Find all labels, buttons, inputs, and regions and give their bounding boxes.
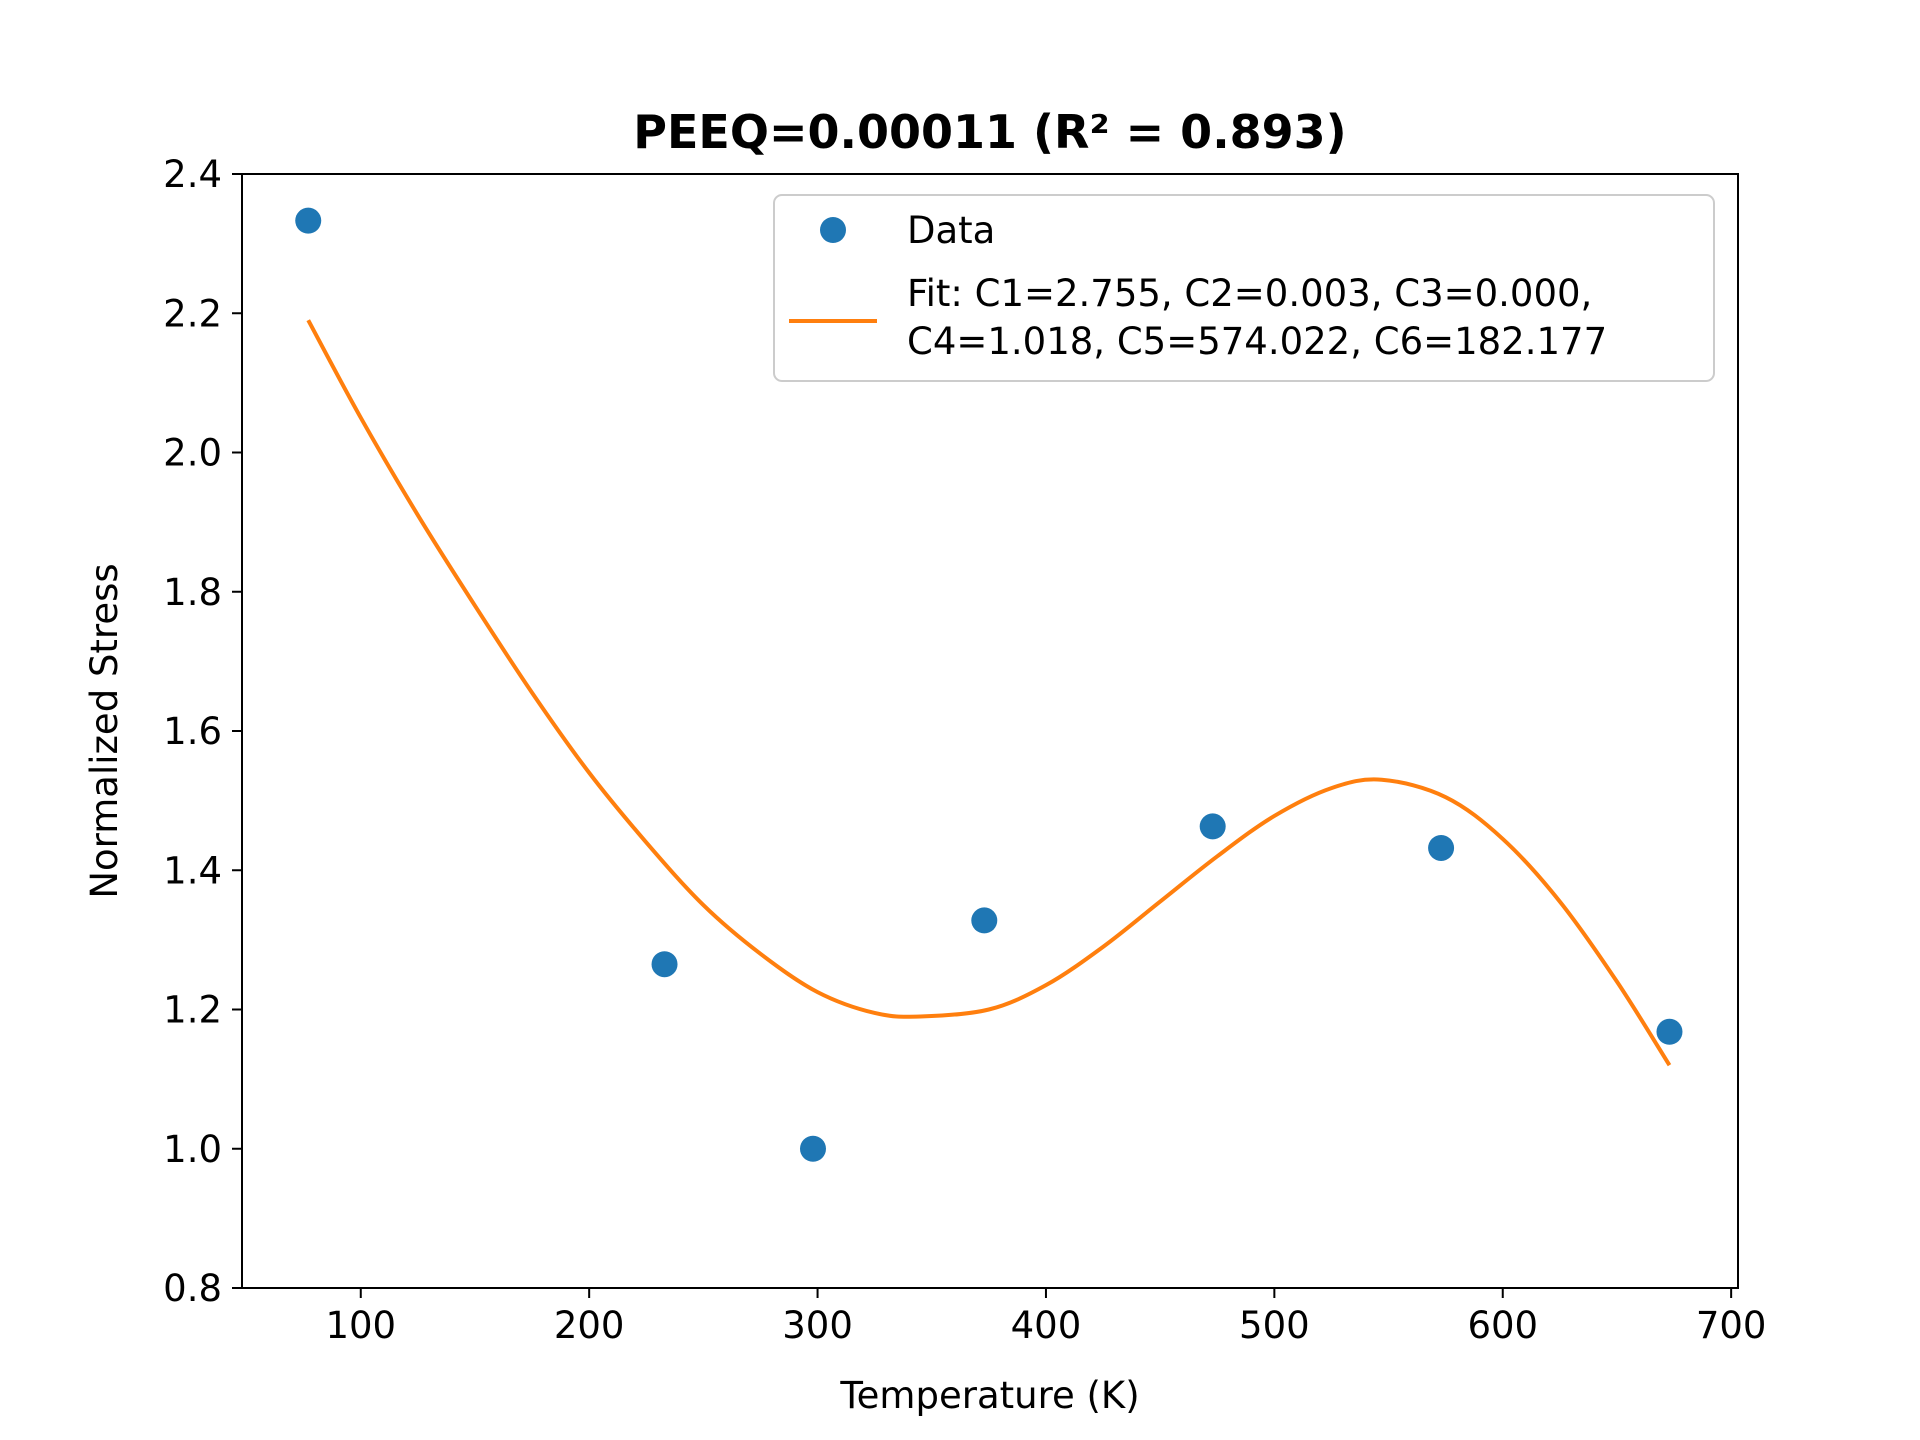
- data-point: [799, 1135, 826, 1162]
- data-point: [971, 907, 998, 934]
- y-tick-label: 1.8: [163, 571, 222, 614]
- data-point: [295, 207, 322, 234]
- y-tick-label: 2.4: [163, 153, 222, 196]
- data-point: [1428, 834, 1455, 861]
- y-tick-label: 2.2: [163, 292, 222, 335]
- x-tick-label: 300: [782, 1304, 853, 1347]
- x-axis-ticks: 100 200 300 400 500 600 700: [325, 1288, 1766, 1347]
- x-tick-label: 500: [1239, 1304, 1310, 1347]
- legend-label-fit-line2: C4=1.018, C5=574.022, C6=182.177: [907, 320, 1607, 363]
- legend: Data Fit: C1=2.755, C2=0.003, C3=0.000, …: [773, 194, 1715, 382]
- plot-area: [295, 207, 1683, 1162]
- data-point: [651, 951, 678, 978]
- x-tick-label: 400: [1011, 1304, 1082, 1347]
- legend-label-data: Data: [907, 209, 995, 252]
- y-axis-ticks: 0.8 1.0 1.2 1.4 1.6 1.8 2.0 2.2 2.4: [163, 153, 242, 1310]
- points-layer: [295, 207, 1683, 1162]
- legend-box: [773, 194, 1715, 382]
- x-tick-label: 600: [1467, 1304, 1538, 1347]
- legend-marker-data: [820, 217, 846, 243]
- x-tick-label: 700: [1696, 1304, 1767, 1347]
- y-tick-label: 0.8: [163, 1267, 222, 1310]
- y-axis-label: Normalized Stress: [83, 563, 126, 898]
- fit-layer: [306, 319, 1672, 1067]
- x-tick-label: 100: [325, 1304, 396, 1347]
- y-tick-label: 1.6: [163, 710, 222, 753]
- x-axis-label: Temperature (K): [839, 1374, 1139, 1417]
- data-point: [1199, 813, 1226, 840]
- data-point: [1656, 1018, 1683, 1045]
- chart-title: PEEQ=0.00011 (R² = 0.893): [633, 105, 1346, 159]
- y-tick-label: 1.0: [163, 1128, 222, 1171]
- legend-label-fit-line1: Fit: C1=2.755, C2=0.003, C3=0.000,: [907, 272, 1592, 315]
- fit-line: [306, 319, 1672, 1067]
- y-tick-label: 1.4: [163, 849, 222, 892]
- y-tick-label: 1.2: [163, 989, 222, 1032]
- x-tick-label: 200: [554, 1304, 625, 1347]
- y-tick-label: 2.0: [163, 432, 222, 475]
